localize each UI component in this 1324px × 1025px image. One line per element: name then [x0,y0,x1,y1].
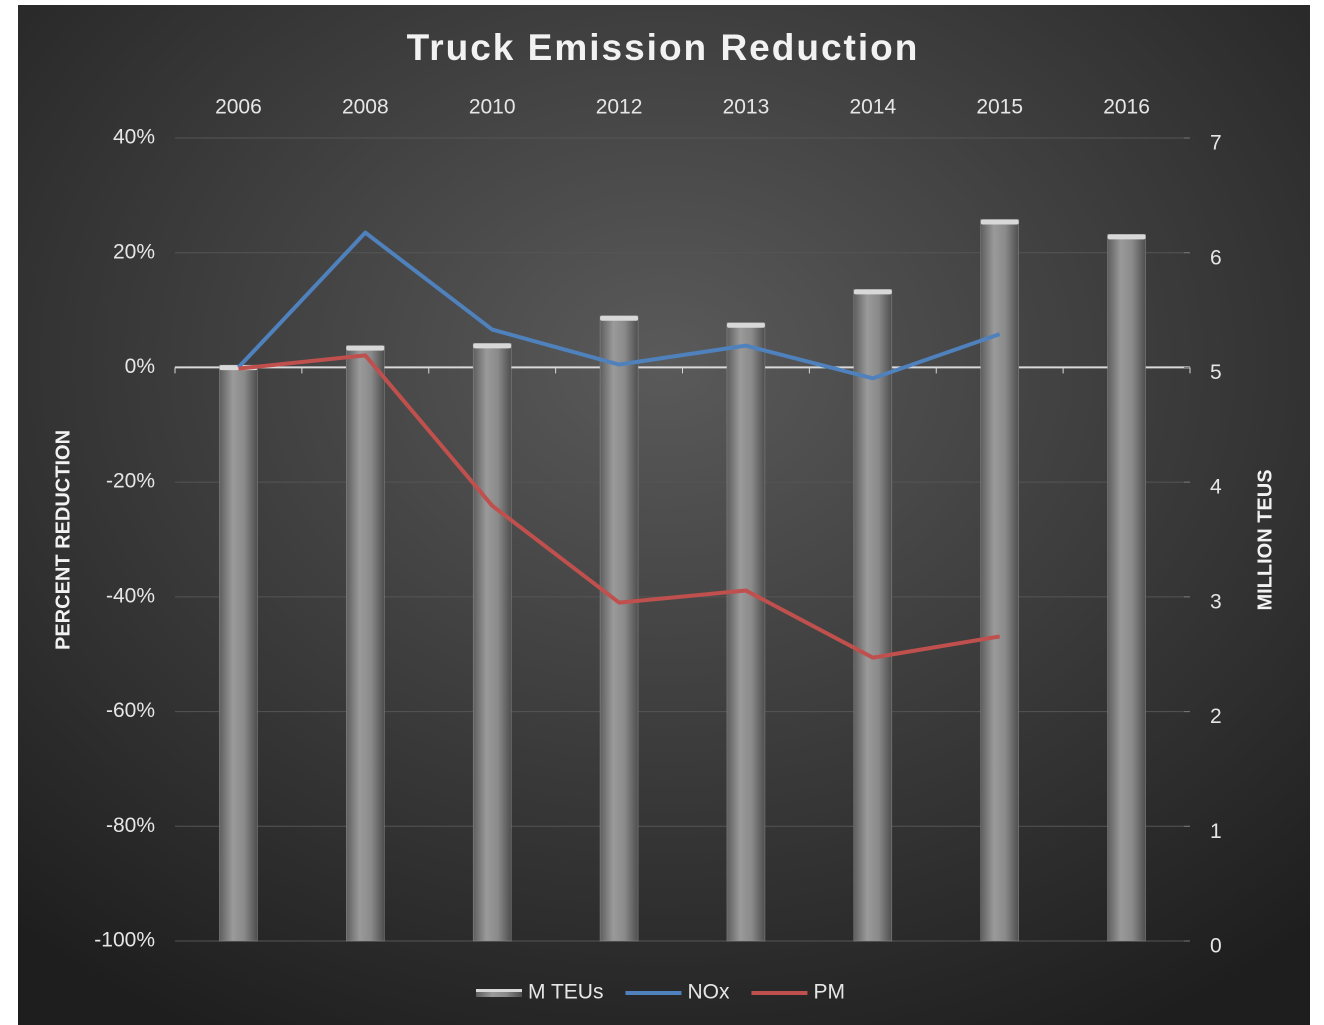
x-tick-label: 2008 [342,96,389,119]
x-tick-label: 2014 [849,96,896,119]
legend-marker-cap [476,989,522,992]
y2-tick-label: 6 [1210,246,1222,269]
y-tick-label: -100% [94,929,155,952]
y-axis-title: PERCENT REDUCTION [52,430,74,650]
bar [1107,234,1146,942]
y2-tick-label: 2 [1210,705,1222,728]
bar-cap [980,219,1019,225]
bar [726,322,766,942]
x-tick-label: 2010 [469,96,516,119]
y2-tick-label: 0 [1210,935,1222,958]
y-tick-label: -80% [106,814,155,837]
line [236,230,1001,381]
y2-tick-label: 5 [1210,361,1222,384]
x-tick-label: 2015 [976,96,1023,119]
y-tick-label: -20% [106,470,155,493]
y-tick-label: -40% [106,584,155,607]
y-tick-label: 40% [113,126,155,149]
x-tick-label: 2013 [723,96,770,119]
bar-cap [600,315,639,321]
bar-cap [853,289,892,295]
legend-label: M TEUs [528,981,603,1004]
bar [599,315,639,942]
legend-marker [476,989,522,997]
y-tick-label: -60% [106,699,155,722]
y2-tick-label: 4 [1210,476,1222,499]
bar [853,289,893,942]
bar [219,364,258,942]
legend-label: NOx [687,981,730,1004]
bar [346,345,385,942]
y2-tick-label: 7 [1210,132,1222,155]
chart-title: Truck Emission Reduction [407,27,920,68]
y-tick-label: 20% [113,240,155,263]
x-tick-label: 2012 [596,96,643,119]
y-tick-label: 0% [125,355,155,378]
bar-cap [726,322,765,328]
bar-cap [473,343,512,349]
bar [472,343,512,942]
bar-cap [1107,234,1146,240]
line [238,353,1001,660]
bar-cap [346,345,385,351]
x-tick-label: 2006 [215,96,262,119]
y2-axis-title: MILLION TEUS [1254,469,1276,610]
legend-label: PM [813,981,845,1004]
y2-tick-label: 1 [1210,820,1222,843]
y2-tick-label: 3 [1210,590,1222,613]
bar [980,219,1019,942]
x-tick-label: 2016 [1103,96,1150,119]
